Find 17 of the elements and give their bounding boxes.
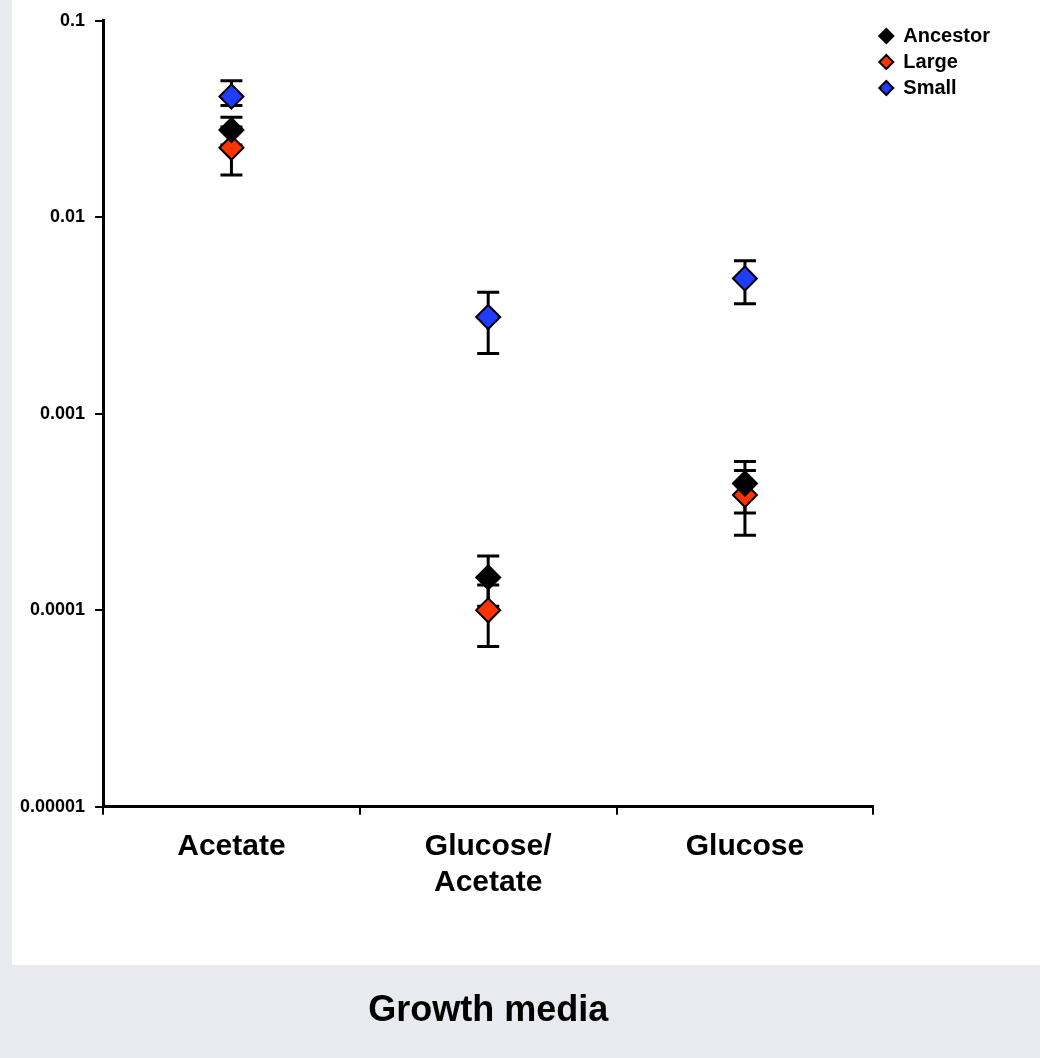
y-tick-label: 0.1 <box>60 9 86 30</box>
x-tick-label: Glucose <box>685 828 805 862</box>
y-tick-label: 0.00001 <box>19 795 86 816</box>
point <box>731 470 758 497</box>
y-tick-label: 0.01 <box>50 206 86 227</box>
x-tick-label: Glucose/ Acetate <box>424 828 553 898</box>
x-axis-title: Growth media <box>368 988 610 1030</box>
x-tick-label: Acetate <box>177 828 286 862</box>
point <box>475 564 502 591</box>
y-tick-label: 0.001 <box>40 402 86 423</box>
y-tick-label: 0.0001 <box>30 599 86 620</box>
point <box>475 597 502 624</box>
legend-label: Ancestor <box>903 23 991 46</box>
legend-label: Large <box>903 49 958 72</box>
legend-label: Small <box>903 75 957 98</box>
point <box>475 303 502 330</box>
point <box>731 265 758 292</box>
